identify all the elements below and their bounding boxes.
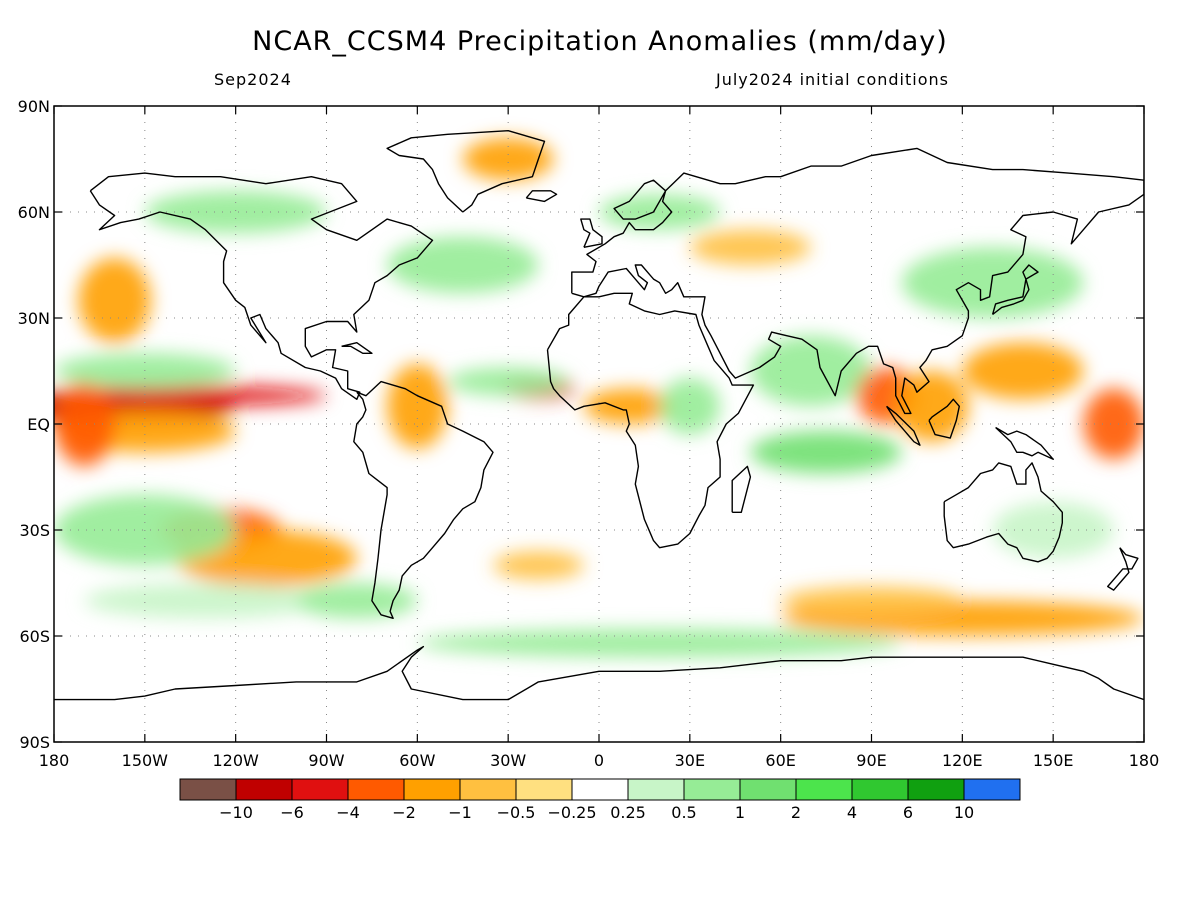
lat-tick-label: 90N (18, 97, 50, 116)
coastline-greenland (386, 130, 546, 213)
lat-tick-label: 30N (18, 309, 50, 328)
colorbar-swatch (851, 778, 909, 801)
coastline-new-zealand (1107, 547, 1139, 591)
colorbar-swatch (515, 778, 573, 801)
coastline-japan (991, 264, 1039, 316)
colorbar-label: −4 (336, 803, 360, 822)
colorbar-label: −0.25 (547, 803, 596, 822)
lon-tick-label: 180 (1129, 751, 1160, 770)
anomaly-region-4 (54, 353, 236, 389)
anomaly-region-23 (780, 586, 963, 615)
lon-tick-label: 150E (1033, 751, 1074, 770)
colorbar-label: 10 (954, 803, 974, 822)
colorbar-swatch (179, 778, 237, 801)
lon-tick-label: 30W (490, 751, 526, 770)
lon-tick-label: 180 (39, 751, 70, 770)
colorbar-label: −1 (448, 803, 472, 822)
initial-conditions: July2024 initial conditions (716, 70, 949, 89)
colorbar-label: 4 (847, 803, 857, 822)
coastline-new-guinea (995, 426, 1054, 460)
coastline-sumatra (886, 405, 921, 446)
anomaly-region-31 (689, 229, 811, 265)
colorbar-swatch (739, 778, 797, 801)
colorbar-label: 6 (903, 803, 913, 822)
lat-tick-label: 90S (19, 733, 50, 752)
lon-tick-label: 30E (675, 751, 705, 770)
anomaly-region-17 (750, 335, 872, 407)
lat-tick-label: 60S (19, 627, 50, 646)
anomaly-region-10 (387, 363, 448, 449)
coastline-eurasia (571, 147, 1144, 415)
anomaly-region-20 (962, 342, 1084, 400)
anomaly-region-14 (583, 388, 675, 425)
lon-tick-label: 60E (765, 751, 795, 770)
forecast-month: Sep2024 (214, 70, 292, 89)
coastline-iceland (525, 190, 558, 203)
colorbar-swatch (907, 778, 965, 801)
colorbar-swatch (347, 778, 405, 801)
anomaly-region-11 (387, 236, 539, 294)
colorbar-swatch (683, 778, 741, 801)
colorbar-label: 0.5 (671, 803, 696, 822)
anomaly-region-25 (901, 247, 1084, 318)
lat-tick-label: EQ (27, 415, 50, 434)
anomaly-region-21 (1083, 388, 1144, 460)
anomaly-region-26 (144, 190, 327, 234)
anomaly-region-15 (659, 378, 721, 435)
anomaly-region-9 (84, 583, 327, 619)
anomaly-region-3 (54, 381, 115, 467)
chart-title: NCAR_CCSM4 Precipitation Anomalies (mm/d… (252, 26, 948, 57)
coastline-borneo (928, 398, 960, 439)
colorbar-swatch (571, 778, 629, 801)
colorbar-swatch (403, 778, 461, 801)
coastline-north-america (89, 172, 434, 400)
colorbar-label: 2 (791, 803, 801, 822)
lon-tick-label: 0 (594, 751, 604, 770)
anomaly-field (54, 137, 1144, 658)
coastline-australia (943, 462, 1063, 563)
anomaly-region-27 (462, 137, 554, 181)
colorbar-swatch (291, 778, 349, 801)
colorbar-swatch (459, 778, 517, 801)
lon-tick-label: 90E (856, 751, 886, 770)
anomaly-region-24 (417, 628, 902, 658)
lon-tick-label: 150W (122, 751, 169, 770)
lat-tick-label: 60N (18, 203, 50, 222)
colorbar-label: −2 (392, 803, 416, 822)
coastline-africa (546, 292, 755, 549)
anomaly-region-1 (54, 385, 327, 407)
coastline-uk (580, 218, 603, 248)
anomaly-region-16 (750, 431, 902, 474)
colorbar-swatch (963, 778, 1021, 801)
colorbar-label: −6 (280, 803, 304, 822)
coastline-south-america (353, 380, 494, 619)
anomaly-region-32 (296, 583, 418, 619)
coastlines (54, 130, 1144, 701)
lon-tick-label: 120E (942, 751, 983, 770)
lon-tick-label: 90W (308, 751, 344, 770)
longitude-ticks: 180 150W 120W 90W 60W 30W 0 30E 60E 90E 120E 150E 18… (39, 106, 1160, 770)
anomaly-region-13 (447, 367, 569, 396)
coastline-cuba (341, 342, 373, 354)
map-grid (54, 106, 1144, 742)
colorbar-swatch (235, 778, 293, 801)
colorbar: −10 −6 −4 −2 −1 −0.5 −0.25 0.25 0.5 1 2 4 6 10 (179, 778, 1021, 822)
latitude-ticks: 90N 60N 30N EQ 30S 60S 90S (18, 97, 1144, 752)
colorbar-swatch (795, 778, 853, 801)
colorbar-label: −0.5 (497, 803, 536, 822)
colorbar-label: 0.25 (610, 803, 646, 822)
anomaly-region-7 (78, 257, 151, 343)
colorbar-label: −10 (219, 803, 253, 822)
anomaly-region-28 (599, 194, 721, 230)
anomaly-region-30 (493, 551, 584, 580)
lon-tick-label: 120W (212, 751, 259, 770)
coastline-madagascar (731, 465, 752, 513)
colorbar-swatch (627, 778, 685, 801)
lat-tick-label: 30S (19, 521, 50, 540)
coastline-antarctica (54, 645, 1144, 701)
lon-tick-label: 60W (399, 751, 435, 770)
colorbar-label: 1 (735, 803, 745, 822)
